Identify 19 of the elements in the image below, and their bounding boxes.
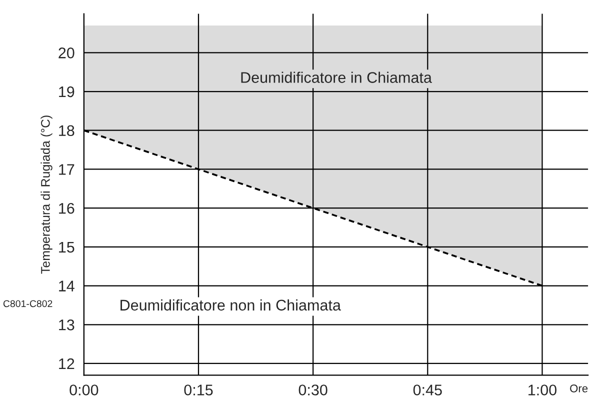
y-axis-title: Temperatura di Rugiada (°C) [40, 116, 52, 274]
x-tick-label: 0:30 [298, 384, 328, 396]
x-tick-label: 1:00 [528, 384, 556, 396]
x-axis-title: Ore [570, 384, 588, 392]
y-tick-label: 20 [58, 48, 74, 58]
y-tick-label: 15 [59, 242, 74, 253]
y-tick-label: 17 [59, 164, 74, 175]
annotation: Deumidificatore in Chiamata [241, 72, 432, 83]
x-tick-label: 0:00 [70, 384, 98, 396]
text: C801-C802 [3, 300, 52, 308]
y-tick-label: 13 [59, 320, 74, 330]
y-tick-label: 12 [59, 358, 74, 370]
y-tick-label: 19 [59, 86, 74, 98]
annotation: Deumidificatore non in Chiamata [120, 299, 341, 311]
x-tick-label: 0:15 [184, 384, 213, 396]
y-tick-label: 18 [59, 125, 74, 136]
y-tick-label: 14 [59, 280, 74, 292]
y-tick-label: 16 [59, 202, 74, 214]
x-tick-label: 0:45 [413, 384, 442, 396]
